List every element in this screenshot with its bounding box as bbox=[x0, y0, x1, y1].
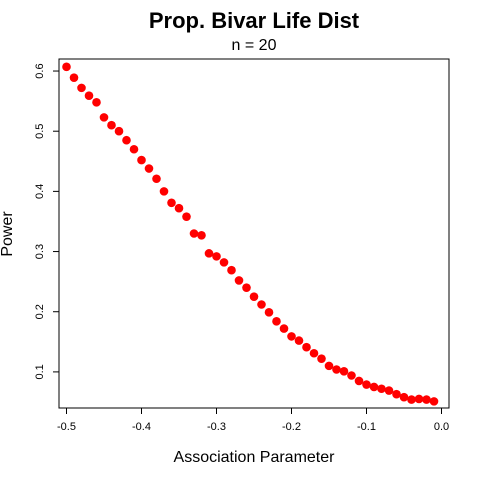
y-tick-label: 0.5 bbox=[34, 124, 46, 139]
data-point bbox=[107, 120, 116, 130]
y-tick-label: 0.3 bbox=[34, 244, 46, 259]
data-point bbox=[62, 62, 71, 72]
x-tick-label: -0.2 bbox=[282, 421, 301, 433]
y-tick-label: 0.4 bbox=[34, 184, 46, 199]
data-point bbox=[317, 354, 326, 363]
x-axis: -0.5 -0.4 -0.3 -0.2 -0.1 0.0 bbox=[57, 407, 449, 433]
x-tick-label: -0.1 bbox=[357, 421, 376, 433]
data-point bbox=[279, 324, 289, 333]
data-point bbox=[234, 276, 244, 285]
data-point bbox=[339, 366, 349, 376]
data-point bbox=[159, 187, 169, 196]
data-point bbox=[182, 212, 191, 221]
data-point bbox=[369, 382, 379, 392]
data-point bbox=[152, 174, 161, 184]
data-point bbox=[399, 392, 409, 402]
data-point bbox=[129, 144, 139, 154]
x-axis-label: Association Parameter bbox=[174, 449, 336, 466]
data-point bbox=[99, 113, 109, 122]
data-point bbox=[354, 376, 364, 386]
data-point bbox=[227, 265, 236, 275]
data-point bbox=[204, 249, 214, 258]
y-axis: 0.1 0.2 0.3 0.4 0.5 0.6 bbox=[34, 63, 60, 380]
data-point bbox=[219, 258, 229, 267]
data-point bbox=[174, 203, 184, 213]
chart-title: Prop. Bivar Life Dist bbox=[149, 8, 360, 33]
data-point bbox=[167, 198, 176, 208]
data-point bbox=[407, 395, 416, 404]
data-points bbox=[62, 62, 439, 406]
data-point bbox=[324, 361, 334, 371]
x-tick-label: -0.3 bbox=[207, 421, 226, 433]
data-point bbox=[287, 332, 296, 341]
y-tick-label: 0.1 bbox=[34, 364, 46, 379]
x-tick-label: 0.0 bbox=[434, 421, 449, 433]
data-point bbox=[69, 73, 79, 82]
data-point bbox=[309, 348, 319, 358]
data-point bbox=[212, 252, 221, 261]
data-point bbox=[414, 394, 424, 404]
data-point bbox=[257, 300, 266, 309]
plot-frame bbox=[58, 58, 450, 409]
y-tick-label: 0.6 bbox=[34, 63, 46, 78]
data-point bbox=[114, 126, 124, 136]
y-tick-label: 0.2 bbox=[34, 304, 46, 319]
y-axis-label: Power bbox=[0, 211, 16, 257]
data-point bbox=[384, 386, 394, 395]
x-tick-label: -0.4 bbox=[132, 421, 151, 433]
x-tick-label: -0.5 bbox=[57, 421, 76, 433]
data-point bbox=[122, 135, 131, 145]
data-point bbox=[242, 283, 251, 292]
data-point bbox=[294, 336, 304, 345]
data-point bbox=[92, 98, 101, 107]
data-point bbox=[392, 389, 401, 399]
data-point bbox=[137, 155, 146, 165]
data-point bbox=[422, 395, 431, 404]
data-point bbox=[332, 365, 341, 374]
data-point bbox=[249, 292, 259, 301]
data-point bbox=[377, 384, 386, 394]
data-point bbox=[77, 83, 86, 93]
data-point bbox=[264, 308, 274, 317]
data-point bbox=[347, 371, 356, 380]
data-point bbox=[302, 342, 311, 352]
data-point bbox=[362, 380, 371, 389]
data-point bbox=[84, 91, 94, 101]
data-point bbox=[144, 164, 154, 173]
data-point bbox=[189, 229, 199, 238]
data-point bbox=[429, 397, 439, 406]
chart-subtitle: n = 20 bbox=[232, 37, 277, 54]
data-point bbox=[197, 231, 206, 240]
data-point bbox=[272, 317, 281, 326]
